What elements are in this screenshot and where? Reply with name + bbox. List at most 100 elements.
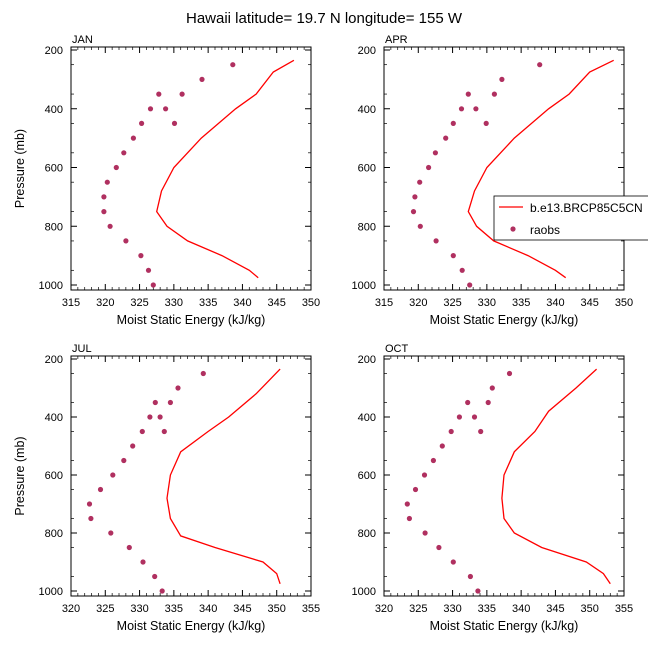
raobs-point [101,194,107,200]
raobs-point [130,135,136,141]
raobs-point [139,428,145,435]
y-tick-label: 800 [358,528,376,540]
raobs-point [436,544,442,551]
raobs-point [121,150,127,156]
legend-raobs-marker [510,226,516,232]
x-tick-label: 335 [199,297,217,309]
raobs-point [152,399,158,406]
x-axis-label: Moist Static Energy (kJ/kg) [117,313,266,327]
raobs-point [110,472,116,478]
y-tick-label: 1000 [352,280,376,292]
raobs-point [163,106,169,112]
x-tick-label: 325 [409,603,427,615]
raobs-point [432,150,438,156]
panel-label: APR [385,34,408,46]
y-tick-label: 600 [358,163,376,175]
raobs-point [200,370,206,377]
x-tick-label: 340 [233,297,251,309]
x-tick-label: 320 [62,603,80,615]
raobs-point [147,414,153,420]
raobs-point [230,62,236,68]
raobs-point [88,515,94,522]
raobs-point [175,385,181,391]
raobs-point [443,135,449,141]
raobs-point [167,399,173,406]
raobs-point [157,414,163,420]
x-tick-label: 320 [375,603,393,615]
raobs-point [121,457,127,464]
y-tick-label: 600 [45,470,63,482]
raobs-point [491,91,497,97]
raobs-point [426,164,432,171]
raobs-point [104,179,110,185]
x-tick-label: 335 [512,297,530,309]
model-series-line [501,368,611,585]
raobs-point [456,414,462,420]
raobs-point [150,282,156,288]
x-tick-label: 335 [165,603,183,615]
raobs-point [145,267,152,273]
x-tick-label: 345 [233,603,251,615]
raobs-point [465,91,471,97]
raobs-point [422,530,428,536]
raobs-point [485,399,491,406]
chart-panel-jan: JAN 315 320 325 330 335 340 345 350 200 400 600 800 1… [13,34,320,327]
panel-label: JAN [72,34,93,46]
x-tick-label: 330 [130,603,148,615]
raobs-point [130,443,136,449]
x-tick-label: 325 [96,603,114,615]
raobs-point [199,76,205,82]
chart-panel-oct: OCT 320 325 330 335 340 345 350 355 200 400 600 800 1… [352,343,634,633]
x-tick-label: 350 [268,603,286,615]
x-tick-label: 330 [443,603,461,615]
raobs-point [537,62,543,68]
y-tick-label: 600 [45,163,63,175]
x-tick-label: 345 [581,297,599,309]
raobs-point [499,76,505,82]
panel-label: OCT [385,343,409,355]
legend-frame [493,195,648,241]
raobs-point [465,399,471,406]
x-tick-label: 315 [375,297,393,309]
y-tick-label: 800 [358,221,376,233]
y-tick-label: 400 [358,412,376,424]
plot-frame [70,355,312,597]
x-tick-label: 315 [62,297,80,309]
plot-frame [70,46,312,291]
raobs-point [179,91,185,97]
raobs-point [159,588,165,594]
x-tick-label: 345 [546,603,564,615]
chart-panels: JAN 315 320 325 330 335 340 345 350 200 400 600 800 1… [13,34,633,633]
plot-frame [383,46,625,291]
raobs-point [417,179,423,185]
raobs-point [140,559,146,565]
raobs-point [101,209,107,215]
x-tick-label: 325 [443,297,461,309]
raobs-point [406,515,412,522]
raobs-point [506,370,513,377]
y-tick-label: 800 [45,221,63,233]
x-tick-label: 340 [199,603,217,615]
x-tick-label: 320 [409,297,427,309]
raobs-point [152,573,158,580]
y-tick-label: 400 [45,412,63,424]
raobs-point [475,588,481,594]
model-series-line [166,368,281,585]
y-tick-label: 200 [45,45,63,57]
x-tick-label: 355 [302,603,320,615]
raobs-point [450,120,456,126]
raobs-point [171,120,178,126]
x-tick-label: 320 [96,297,114,309]
raobs-point [430,457,436,464]
raobs-point [161,428,167,435]
raobs-point [147,106,154,112]
x-tick-label: 345 [268,297,286,309]
x-tick-label: 350 [581,603,599,615]
model-series-line [156,59,295,279]
plot-frame [383,355,625,597]
raobs-point [113,164,119,171]
raobs-point [473,106,479,112]
raobs-point [108,530,114,536]
raobs-point [410,209,417,215]
